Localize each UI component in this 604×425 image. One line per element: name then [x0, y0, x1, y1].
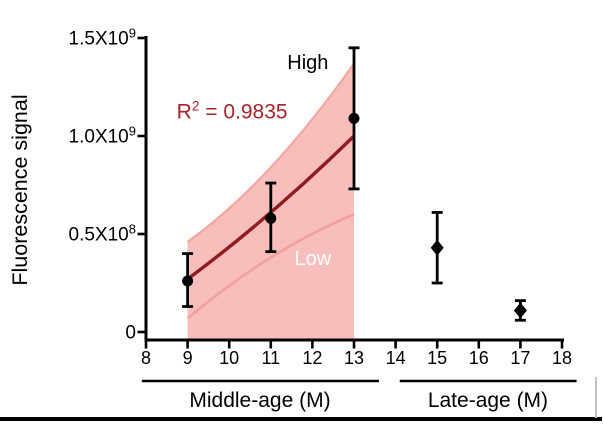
data-point-x13	[348, 112, 360, 124]
figure-right-border	[595, 377, 597, 418]
y-tick-label-1: 1.0X109	[69, 124, 136, 148]
data-point-x15	[430, 239, 444, 256]
x-tick-label-14: 14	[386, 348, 406, 368]
x-tick-label-13: 13	[344, 348, 364, 368]
x-tick-label-15: 15	[427, 348, 447, 368]
x-tick-label-11: 11	[261, 348, 280, 368]
y-axis-title: Fluorescence signal	[8, 94, 32, 285]
data-point-x9	[182, 275, 194, 287]
x-tick-label-18: 18	[552, 348, 572, 368]
data-point-x17	[513, 302, 527, 319]
x-tick-label-17: 17	[510, 348, 530, 368]
group-label-middle-age: Middle-age (M)	[189, 389, 330, 412]
x-tick-label-12: 12	[302, 348, 322, 368]
x-tick-label-10: 10	[219, 348, 239, 368]
annotation-low: Low	[294, 248, 331, 270]
x-tick-label-9: 9	[183, 348, 193, 368]
group-label-late-age: Late-age (M)	[428, 389, 548, 412]
y-tick-label-0: 0	[125, 323, 136, 344]
y-tick-label-0.5: 0.5X108	[69, 222, 136, 246]
confidence-band-upper-edge	[186, 62, 355, 243]
low-fit-line	[186, 213, 355, 320]
y-tick-label-1.5: 1.5X109	[69, 26, 136, 50]
annotation-r-squared: R2 = 0.9835	[177, 99, 288, 124]
x-tick-label-8: 8	[141, 348, 151, 368]
figure-bottom-border	[0, 417, 602, 421]
x-tick-label-16: 16	[469, 348, 489, 368]
annotation-high: High	[287, 52, 328, 74]
data-point-x11	[265, 212, 277, 224]
